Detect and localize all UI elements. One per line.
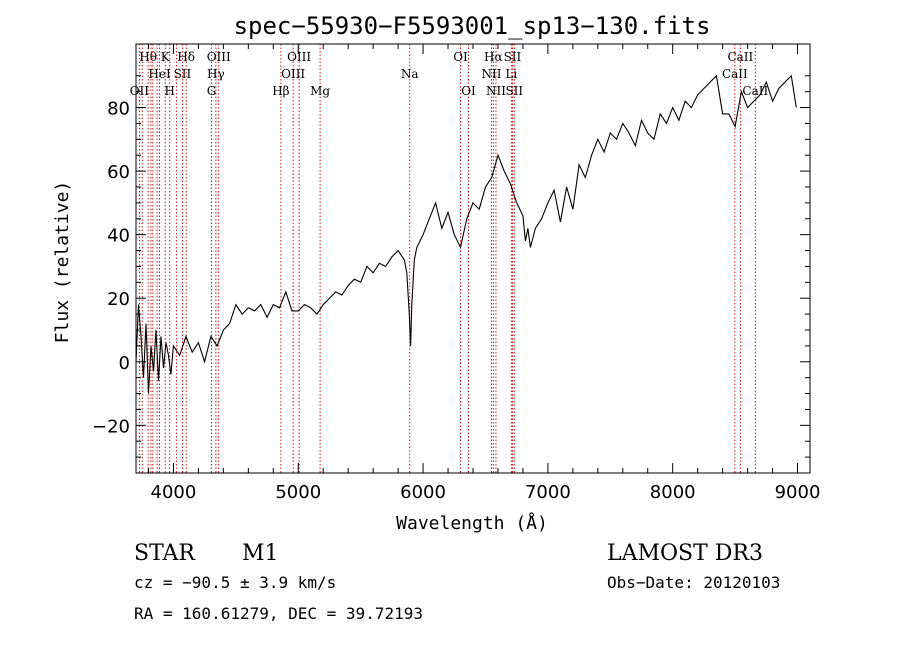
spectral-line-label: NII	[481, 67, 501, 81]
flux-series-line	[135, 74, 797, 394]
y-tick-label: 0	[119, 353, 130, 374]
object-class: STAR	[134, 541, 196, 566]
y-tick-label: 60	[107, 162, 130, 183]
spectral-line-label: SII	[504, 50, 522, 64]
spectral-line-label: HeI	[148, 67, 171, 81]
spectral-line-label: Hδ	[177, 50, 195, 64]
spectral-line-label: Hα	[484, 50, 503, 64]
spectral-line-label: Li	[505, 67, 517, 81]
y-tick-label: 40	[107, 226, 130, 247]
spectral-line-markers	[138, 44, 756, 473]
y-tick-label: 80	[107, 99, 130, 120]
spectral-line-label: Na	[401, 67, 419, 81]
spectral-line-label: OIII	[287, 50, 311, 64]
spectral-line-label: SII	[505, 84, 523, 98]
spectral-line-label: OI	[453, 50, 468, 64]
x-axis-ticks: 4000 5000 6000 7000 8000 9000	[147, 44, 821, 503]
spectral-line-label: Mg	[310, 84, 330, 98]
spectral-line-label: CaII	[722, 67, 748, 81]
observation-date: Obs−Date: 20120103	[607, 573, 780, 592]
spectral-line-labels: OIIHθHeIKHSIIHδGHγOIIIHβOIIIOIIIMgNaOIOI…	[130, 50, 769, 98]
x-tick-label: 5000	[275, 482, 321, 503]
y-tick-label: −20	[92, 416, 130, 437]
x-tick-label: 9000	[775, 482, 821, 503]
spectral-line-label: OIII	[207, 50, 231, 64]
spectral-line-label: Hβ	[272, 84, 289, 98]
spectral-line-label: OI	[461, 84, 476, 98]
spectral-line-label: Hγ	[207, 67, 225, 81]
x-tick-label: 8000	[650, 482, 696, 503]
chart-title: spec−55930−F5593001_sp13−130.fits	[234, 12, 711, 40]
spectral-line-label: H	[164, 84, 174, 98]
survey-name: LAMOST DR3	[607, 541, 763, 566]
y-axis-ticks: −20 0 20 40 60 80	[92, 75, 810, 458]
spectral-line-label: CaII	[742, 84, 768, 98]
y-tick-label: 20	[107, 289, 130, 310]
spectral-line-label: K	[161, 50, 171, 64]
ra-dec-coordinates: RA = 160.61279, DEC = 39.72193	[134, 604, 423, 623]
spectral-line-label: CaII	[727, 50, 753, 64]
x-tick-label: 6000	[400, 482, 446, 503]
spectral-line-label: OIII	[281, 67, 305, 81]
spectral-line-label: Hθ	[139, 50, 157, 64]
spectral-line-label: NII	[486, 84, 506, 98]
spectral-line-label: OII	[130, 84, 150, 98]
x-tick-label: 7000	[525, 482, 571, 503]
y-axis-label: Flux (relative)	[52, 181, 73, 344]
object-subclass: M1	[242, 541, 279, 566]
redshift-cz: cz = −90.5 ± 3.9 km/s	[134, 573, 336, 592]
plot-frame	[135, 43, 811, 474]
spectral-line-label: G	[207, 84, 217, 98]
x-tick-label: 4000	[151, 482, 197, 503]
x-axis-label: Wavelength (Å)	[396, 512, 548, 534]
spectral-line-label: SII	[174, 67, 192, 81]
